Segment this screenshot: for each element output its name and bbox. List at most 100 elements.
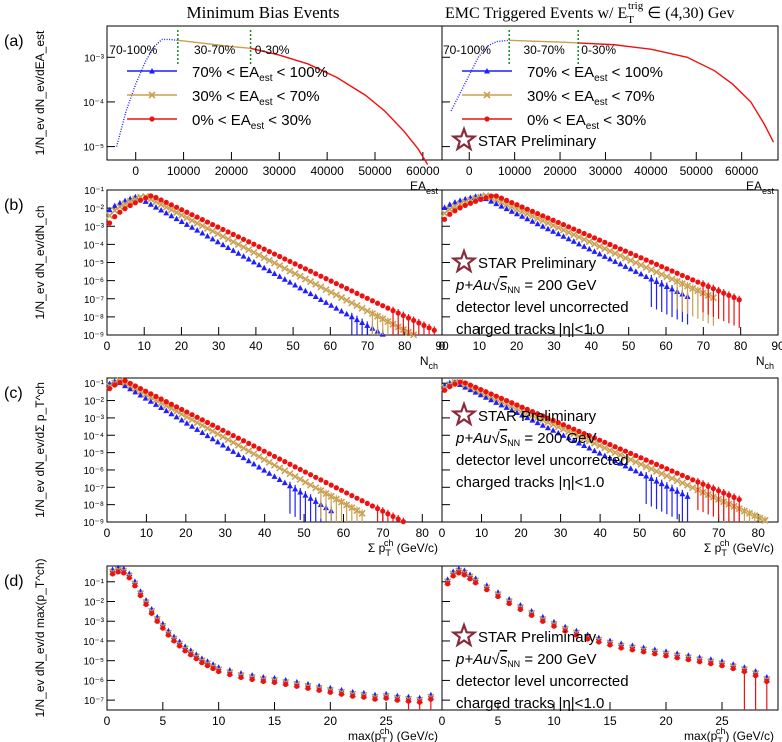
legend-marker [483,91,491,99]
point [673,477,681,485]
legend-entry: 70% < EAest < 100% [527,64,663,84]
system-prefix: p+Au [455,651,492,668]
point [612,457,619,464]
point [411,317,417,324]
legend-tail: < 70% [272,88,319,105]
point [265,458,273,466]
y-tick-label: 10⁻⁸ [83,313,104,324]
point [143,601,149,608]
point [209,435,216,442]
point [271,473,278,479]
point [322,489,330,498]
point [364,500,370,506]
point [178,218,185,225]
x-tick-label: 10000 [498,164,532,178]
point [394,697,400,703]
point [276,464,284,472]
point [220,427,226,433]
point [549,221,557,229]
legend-sub: est [259,97,273,108]
point [493,193,499,199]
x-axis-label-tail: ) (GeV/c) [389,729,438,742]
point [498,195,505,201]
x-tick-label: 0 [132,164,139,178]
point [271,270,278,276]
point [343,296,351,304]
point [529,208,536,214]
point [601,253,608,259]
x-axis-label: EAest [410,179,439,196]
x-tick-label: 10 [547,714,561,728]
point [149,610,155,616]
point [294,683,300,689]
point [570,437,577,443]
point [286,470,294,478]
y-tick-label: 10⁻⁴ [83,637,104,648]
x-tick-label: 20 [659,714,673,728]
x-tick-label: 25 [379,714,393,728]
point [395,310,401,316]
point [374,300,381,306]
point [617,260,624,267]
point [152,204,159,210]
point [607,255,613,262]
x-tick-label: 50 [633,526,647,540]
point [112,382,118,388]
point [529,417,536,423]
point [188,416,196,424]
sqrt-sub: NN [507,659,520,669]
point [663,273,671,281]
point [517,606,524,612]
point [611,249,619,257]
point [372,696,378,702]
x-axis-label: EAest [746,179,775,196]
star-preliminary-block: STAR Preliminary [450,125,597,152]
point [281,467,289,475]
point [736,496,742,503]
system-label: p+Au√sNN = 200 GeV [455,430,597,448]
point [509,400,515,406]
point [122,206,128,212]
point [638,270,645,277]
point [194,227,201,233]
point [189,423,196,429]
point [229,238,237,246]
point [230,448,237,454]
point [106,220,113,226]
point [354,290,360,297]
point [519,204,525,210]
point [488,391,494,397]
point [591,435,598,441]
point [384,318,392,326]
point [581,430,587,437]
point [327,492,335,500]
x-tick-label: 20 [510,339,524,353]
point [301,478,309,486]
point [343,501,351,509]
point [203,424,212,432]
x-tick-label: 20 [514,526,528,540]
point [555,219,561,226]
point [106,206,113,213]
series-0-30% [578,42,775,143]
point [359,319,366,326]
point [266,267,273,274]
point [524,206,530,212]
point [283,681,289,687]
x-tick-label: 60 [672,526,686,540]
point [250,460,257,467]
point [606,446,614,454]
point [277,456,283,462]
region-label: 70-100% [109,43,157,57]
point [607,441,613,448]
point [506,600,512,607]
point [467,200,474,206]
point [179,207,185,213]
x-tick-label: 30000 [263,164,297,178]
legend-marker [148,91,156,99]
point [385,305,391,311]
y-axis-label-text: 1/N_ev dN_ev/d max(p_T^ch) [33,558,47,717]
point [106,386,113,392]
point [473,198,479,204]
point [602,439,608,445]
